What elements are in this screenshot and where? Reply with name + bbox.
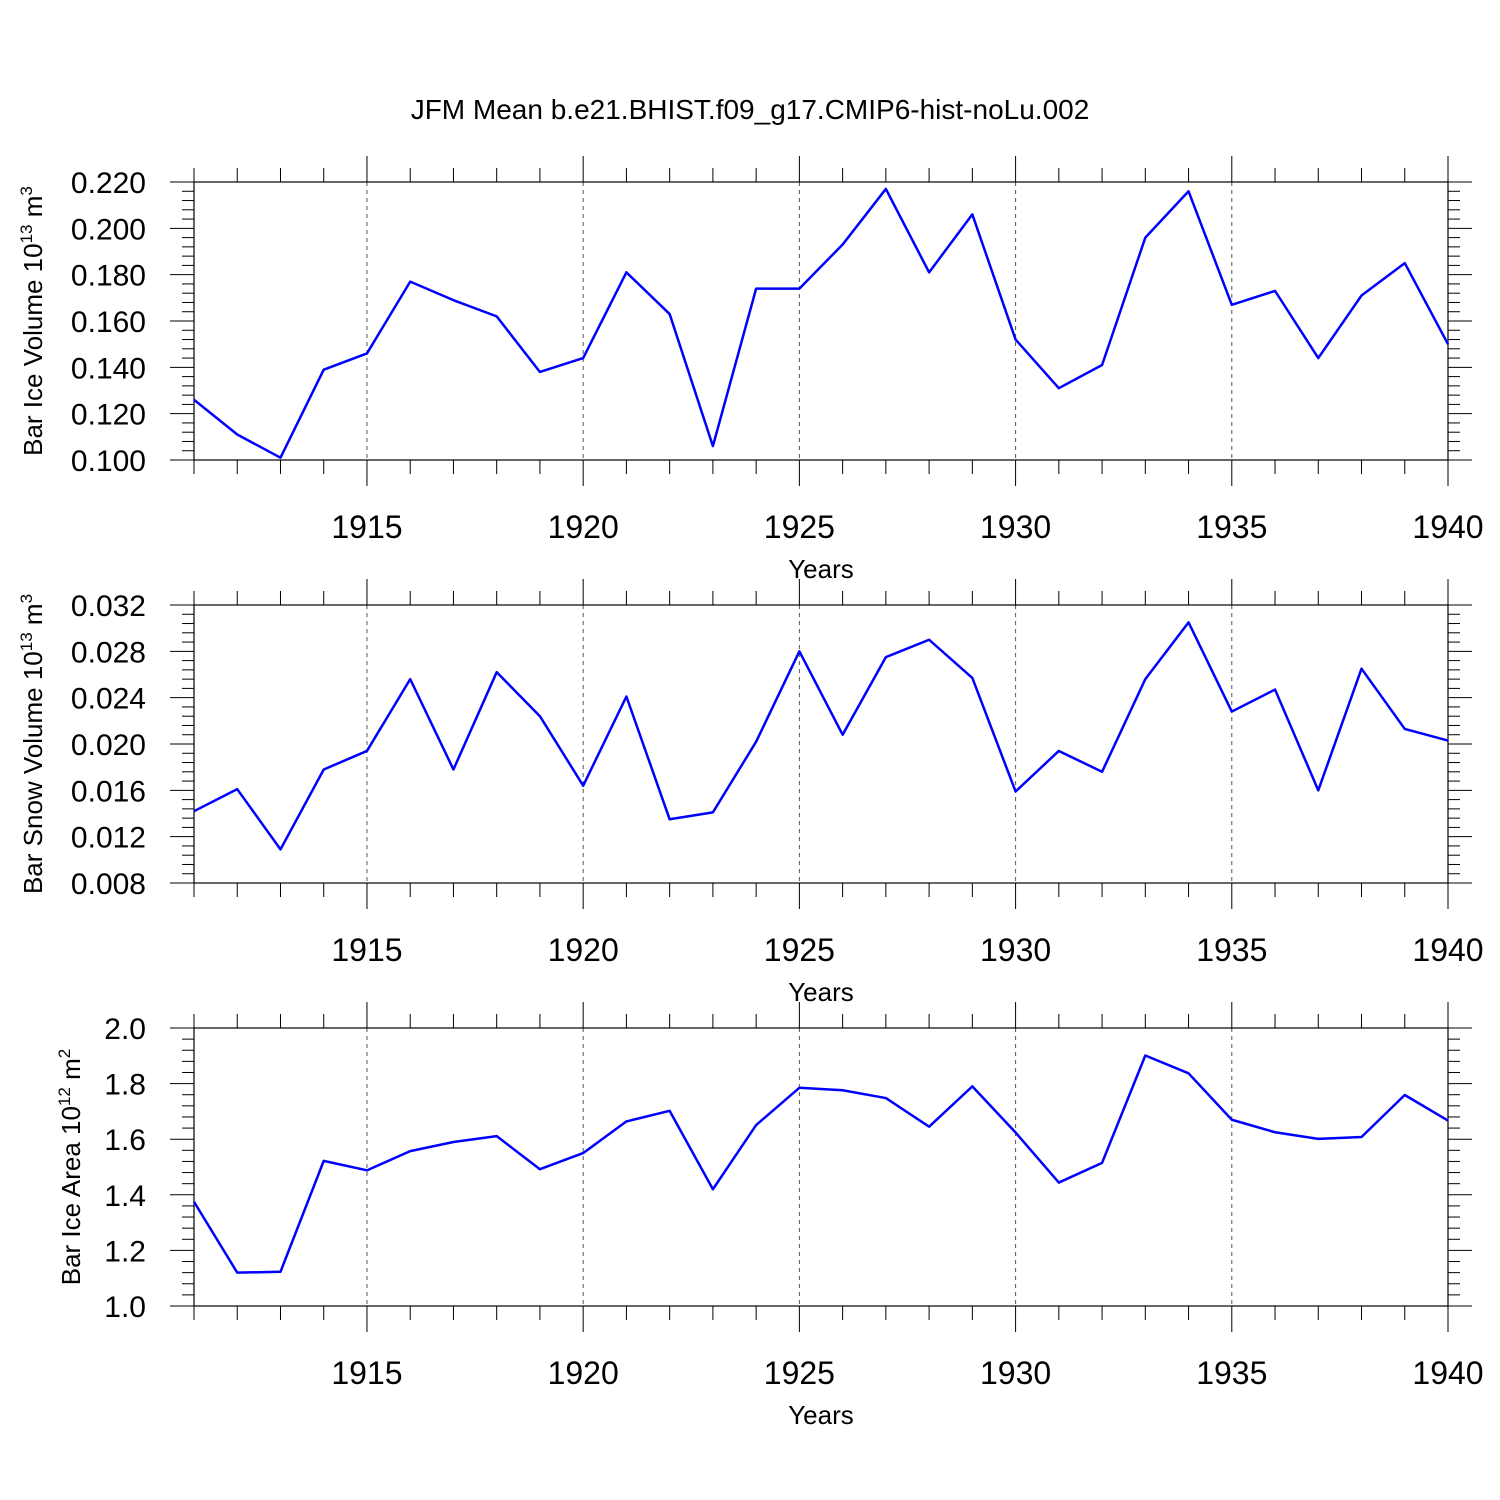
x-tick-label: 1940 bbox=[1412, 932, 1483, 968]
chart-title: JFM Mean b.e21.BHIST.f09_g17.CMIP6-hist-… bbox=[411, 94, 1090, 125]
y-axis-label: Bar Ice Area 1012 m2 bbox=[55, 1049, 86, 1286]
series-line bbox=[192, 1054, 1449, 1274]
y-axis-label: Bar Snow Volume 1013 m3 bbox=[17, 594, 48, 894]
y-tick-label: 0.200 bbox=[71, 213, 146, 246]
x-tick-label: 1915 bbox=[331, 509, 402, 545]
y-tick-label: 2.0 bbox=[104, 1013, 146, 1046]
x-tick-label: 1935 bbox=[1196, 932, 1267, 968]
x-tick-label: 1915 bbox=[331, 932, 402, 968]
x-tick-label: 1920 bbox=[548, 932, 619, 968]
y-tick-label: 0.020 bbox=[71, 729, 146, 762]
y-tick-label: 0.008 bbox=[71, 868, 146, 901]
y-tick-label: 0.012 bbox=[71, 822, 146, 855]
y-tick-label: 0.160 bbox=[71, 306, 146, 339]
y-tick-label: 1.2 bbox=[104, 1235, 146, 1268]
y-label-ylabel-text: Bar Snow Volume 10 bbox=[18, 651, 48, 894]
plot-frame bbox=[193, 1027, 1449, 1307]
y-tick-label: 0.180 bbox=[71, 260, 146, 293]
x-tick-label: 1940 bbox=[1412, 1355, 1483, 1391]
y-tick-label: 1.4 bbox=[104, 1180, 146, 1213]
panel-3: 1915 1920 1925 1930 1935 1940 1.0 1.2 1.4 1.6 1.8 2… bbox=[55, 1002, 1484, 1430]
y-tick-label: 0.032 bbox=[71, 590, 146, 623]
y-tick-label: 0.100 bbox=[71, 445, 146, 478]
panel-2: 1915 1920 1925 1930 1935 1940 0.008 0.012 0.016 0… bbox=[17, 579, 1484, 1007]
x-tick-label: 1925 bbox=[764, 509, 835, 545]
y-label-ylabel-text: Bar Ice Area 10 bbox=[56, 1106, 86, 1285]
series-line bbox=[193, 621, 1449, 851]
y-label-ylabel-unit-exp: 3 bbox=[17, 594, 36, 603]
x-axis-label: Years bbox=[788, 1400, 854, 1430]
x-tick-label: 1935 bbox=[1196, 1355, 1267, 1391]
y-tick-label: 0.220 bbox=[71, 167, 146, 200]
y-tick-label: 1.8 bbox=[104, 1069, 146, 1102]
x-tick-label: 1925 bbox=[764, 932, 835, 968]
plot-frame bbox=[193, 181, 1449, 461]
y-tick-label: 0.028 bbox=[71, 636, 146, 669]
x-tick-label: 1940 bbox=[1412, 509, 1483, 545]
x-tick-label: 1920 bbox=[548, 1355, 619, 1391]
x-axis-label: Years bbox=[788, 977, 854, 1007]
y-tick-label: 0.016 bbox=[71, 775, 146, 808]
y-axis-label: Bar Ice Volume 1013 m3 bbox=[17, 186, 48, 456]
y-tick-label: 1.6 bbox=[104, 1124, 146, 1157]
y-label-ylabel-unit: m bbox=[18, 603, 48, 632]
x-tick-label: 1925 bbox=[764, 1355, 835, 1391]
panel-1: 1915 1920 1925 1930 1935 1940 0.100 0.120 0.140 0… bbox=[17, 156, 1484, 584]
y-label-ylabel-exp: 13 bbox=[17, 632, 36, 651]
y-label-ylabel-unit-exp: 3 bbox=[17, 186, 36, 195]
x-tick-label: 1930 bbox=[980, 932, 1051, 968]
x-tick-label: 1935 bbox=[1196, 509, 1267, 545]
x-tick-label: 1930 bbox=[980, 1355, 1051, 1391]
y-label-ylabel-unit: m bbox=[56, 1058, 86, 1087]
y-label-ylabel-unit: m bbox=[18, 196, 48, 225]
y-tick-label: 0.140 bbox=[71, 352, 146, 385]
plot-frame bbox=[193, 604, 1449, 884]
y-tick-label: 0.120 bbox=[71, 399, 146, 432]
x-tick-label: 1915 bbox=[331, 1355, 402, 1391]
x-tick-label: 1930 bbox=[980, 509, 1051, 545]
x-tick-label: 1920 bbox=[548, 509, 619, 545]
y-label-ylabel-unit-exp: 2 bbox=[55, 1049, 74, 1058]
x-axis-label: Years bbox=[788, 554, 854, 584]
y-label-ylabel-exp: 13 bbox=[17, 224, 36, 243]
y-tick-label: 0.024 bbox=[71, 683, 146, 716]
y-tick-label: 1.0 bbox=[104, 1291, 146, 1324]
y-label-ylabel-text: Bar Ice Volume 10 bbox=[18, 243, 48, 455]
y-label-ylabel-exp: 12 bbox=[55, 1087, 74, 1106]
series-line bbox=[193, 187, 1450, 459]
